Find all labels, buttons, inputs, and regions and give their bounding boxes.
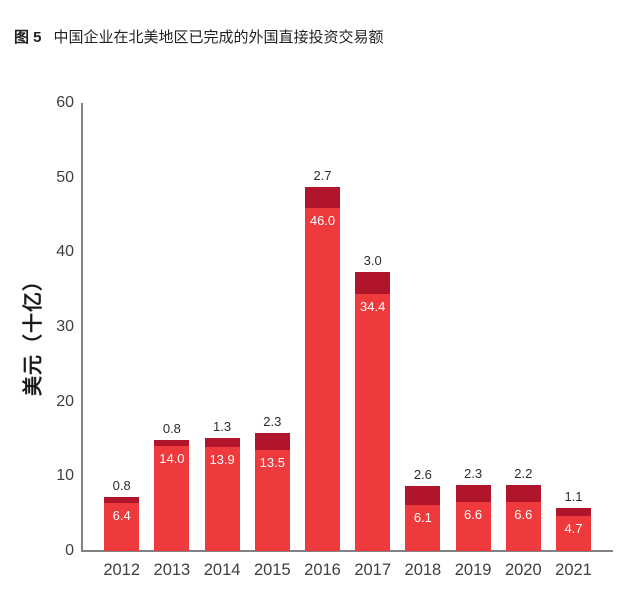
y-tick-label: 40: [56, 243, 74, 261]
x-tick-label: 2017: [354, 561, 392, 579]
bar-value-inside: 13.9: [209, 452, 235, 468]
bar-top-segment: [556, 507, 591, 516]
x-tick-label: 2014: [203, 561, 241, 579]
bar-bottom-segment: [505, 501, 541, 551]
bar-value-inside: 14.0: [159, 451, 185, 467]
bar-top-segment: [405, 486, 441, 506]
figure-header: 图 5 中国企业在北美地区已完成的外国直接投资交易额: [14, 26, 384, 47]
y-tick-label: 10: [56, 467, 74, 485]
bar-top-segment: [355, 271, 391, 295]
bar-value-inside: 6.6: [514, 506, 533, 522]
bar-value-above: 1.3: [213, 418, 232, 434]
figure-label: 图 5: [14, 29, 42, 46]
y-tick-label: 60: [56, 94, 74, 111]
bar-top-segment: [154, 440, 190, 447]
y-tick-label: 30: [56, 318, 74, 335]
bar-top-segment: [204, 437, 240, 448]
bar-bottom-segment: [305, 207, 340, 551]
x-tick-label: 2018: [404, 561, 442, 579]
x-axis-line: [81, 550, 613, 552]
bar-bottom-segment: [204, 447, 240, 551]
bar-value-inside: 6.6: [464, 506, 483, 522]
bar-bottom-segment: [104, 503, 140, 551]
bar-bottom-segment: [254, 450, 290, 551]
bar-value-above: 0.8: [112, 478, 131, 494]
y-tick-label: 50: [56, 168, 74, 186]
bar-value-above: 2.7: [313, 168, 332, 184]
x-tick-label: 2015: [253, 561, 291, 579]
bar-value-above: 0.8: [162, 421, 181, 437]
x-tick-label: 2016: [304, 561, 341, 579]
bar-value-above: 2.3: [464, 465, 483, 481]
bar-top-segment: [104, 497, 140, 504]
bar-value-above: 2.2: [514, 466, 533, 482]
x-tick-label: 2019: [454, 561, 492, 579]
bar-value-inside: 6.4: [112, 508, 131, 524]
bar-value-above: 2.6: [413, 467, 432, 483]
bar-value-inside: 6.1: [413, 510, 432, 526]
bar-value-inside: 13.5: [259, 455, 285, 471]
x-tick-label: 2012: [103, 561, 141, 579]
bar-value-inside: 4.7: [564, 520, 583, 536]
bar-bottom-segment: [455, 501, 491, 551]
x-tick-label: 2013: [153, 561, 191, 579]
bar-value-inside: 34.4: [360, 299, 386, 315]
bar-value-inside: 46.0: [309, 212, 336, 228]
bar-value-above: 1.1: [564, 488, 583, 504]
bar-bottom-segment: [405, 505, 441, 551]
x-tick-label: 2021: [555, 561, 592, 579]
y-tick-label: 0: [65, 542, 74, 559]
y-axis-line: [81, 103, 83, 552]
bar-value-above: 2.3: [263, 414, 282, 430]
bar-value-above: 3.0: [363, 252, 382, 268]
bar-top-segment: [305, 187, 340, 208]
bar-bottom-segment: [556, 515, 591, 551]
bar-top-segment: [254, 433, 290, 451]
figure-title: 中国企业在北美地区已完成的外国直接投资交易额: [53, 29, 384, 46]
bar-bottom-segment: [154, 446, 190, 551]
bar-top-segment: [455, 484, 491, 502]
x-tick-label: 2020: [504, 561, 542, 579]
bar-top-segment: [505, 485, 541, 502]
y-tick-label: 20: [56, 392, 74, 410]
bar-bottom-segment: [355, 294, 391, 551]
